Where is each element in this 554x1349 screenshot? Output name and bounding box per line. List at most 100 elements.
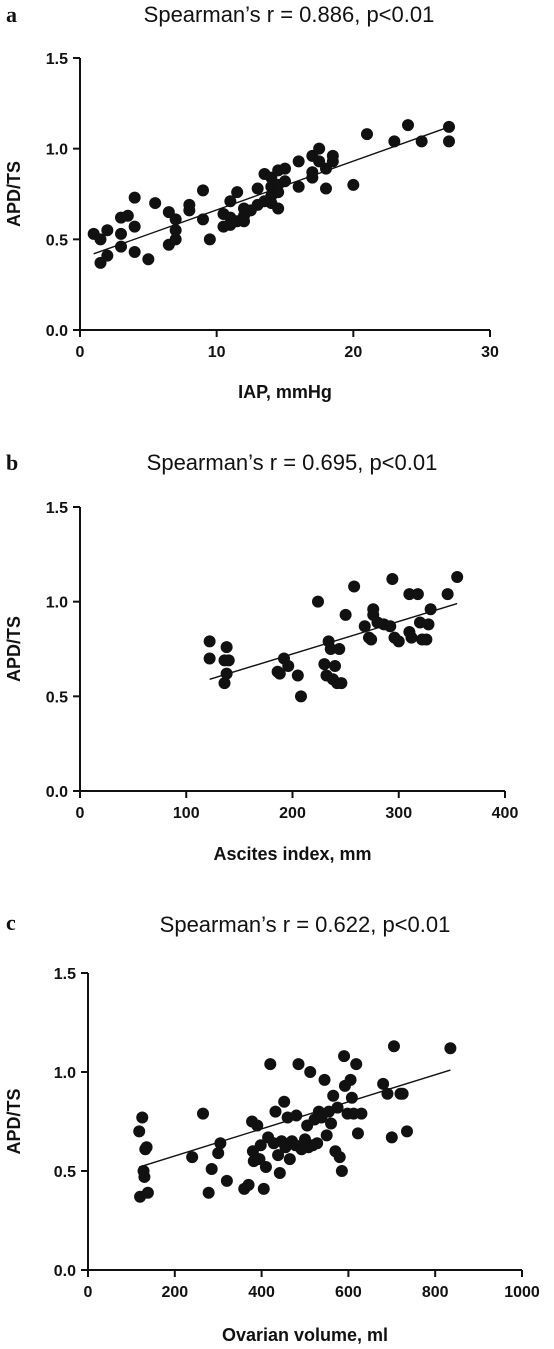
data-point [304,1066,317,1078]
x-axis-label: Ovarian volume, ml [222,1325,388,1345]
data-point [318,1073,331,1086]
data-point [388,135,401,148]
data-point [443,120,455,133]
y-tick-label: 0.0 [46,323,68,340]
data-point [259,1161,272,1174]
data-point [306,171,319,184]
y-tick-label: 0.0 [54,1263,76,1280]
data-point [133,1125,146,1138]
data-point [183,204,196,217]
data-point [197,1107,210,1120]
data-point [292,1058,305,1071]
data-point [224,195,237,208]
data-point [203,652,216,665]
y-tick-label: 1.5 [46,51,68,68]
data-point [318,658,331,671]
data-point [169,213,182,226]
data-point [355,1107,368,1120]
data-point [422,618,435,631]
y-tick-label: 0.5 [54,1164,76,1181]
data-point [278,1095,291,1108]
data-point [282,660,295,673]
data-point [257,1182,270,1195]
data-point [212,1147,225,1160]
data-point [295,690,307,703]
y-tick-label: 0.5 [46,689,68,706]
x-tick-label: 0 [76,344,85,361]
data-point [220,641,233,654]
data-point [291,669,304,682]
data-point [329,660,341,673]
data-point [396,1087,409,1100]
data-point [347,178,360,191]
data-point [400,1125,413,1138]
data-point [320,182,332,195]
data-point [344,1073,357,1086]
data-point [350,1058,363,1071]
data-point [403,588,416,601]
y-tick-label: 1.0 [54,1065,76,1082]
data-point [169,233,182,246]
data-point [451,571,464,584]
y-axis-label: APD/TS [4,616,24,682]
x-tick-label: 0 [84,1284,93,1301]
x-tick-label: 200 [279,805,306,822]
data-point [444,1042,457,1055]
data-point [358,620,371,633]
data-point [335,1165,348,1177]
data-point [202,1186,215,1199]
data-point [313,142,326,155]
data-point [411,588,424,601]
data-point [386,572,399,585]
x-tick-label: 1000 [504,1284,540,1301]
data-point [377,1077,390,1090]
chart-title: Spearman’s r = 0.695, p<0.01 [147,450,438,475]
data-point [290,1109,303,1122]
x-tick-label: 20 [344,344,362,361]
data-point [279,175,291,188]
y-tick-label: 1.5 [54,966,76,983]
data-point [251,182,264,195]
data-point [197,213,209,226]
x-tick-label: 400 [248,1284,275,1301]
x-tick-label: 30 [481,344,499,361]
chart-panel-a: a Spearman’s r = 0.886, p<0.01 0 10 20 30 0.0 0… [4,2,499,402]
data-point [264,1058,277,1071]
x-tick-label: 300 [385,805,412,822]
data-point [214,1137,227,1150]
data-point [311,1137,324,1150]
data-point [220,667,233,680]
data-point [222,654,235,667]
data-point [415,135,428,148]
data-point [320,1129,333,1142]
x-tick-label: 100 [173,805,200,822]
data-point [101,224,114,237]
panel-letter: c [6,910,16,935]
data-point [348,580,361,593]
data-point [140,1141,153,1154]
y-axis-label: APD/TS [4,161,24,227]
data-point [384,620,397,633]
data-point [333,1151,346,1164]
data-point [351,1127,364,1140]
data-point [269,1105,282,1118]
x-tick-label: 800 [422,1284,449,1301]
data-point [242,1178,255,1191]
data-point [272,1149,285,1162]
data-point [203,233,216,246]
data-point [365,633,378,646]
data-point [283,1153,296,1166]
data-point [402,119,414,132]
data-point [136,1111,149,1124]
data-point [292,155,305,168]
chart-title: Spearman’s r = 0.622, p<0.01 [160,912,451,937]
y-tick-label: 1.0 [46,142,68,159]
data-point [115,240,127,253]
y-tick-label: 1.0 [46,595,68,612]
data-point [405,631,418,644]
data-point [101,249,114,262]
data-point [273,1166,286,1179]
data-point [141,1186,154,1199]
data-point [186,1151,199,1164]
x-axis-label: IAP, mmHg [238,382,332,402]
